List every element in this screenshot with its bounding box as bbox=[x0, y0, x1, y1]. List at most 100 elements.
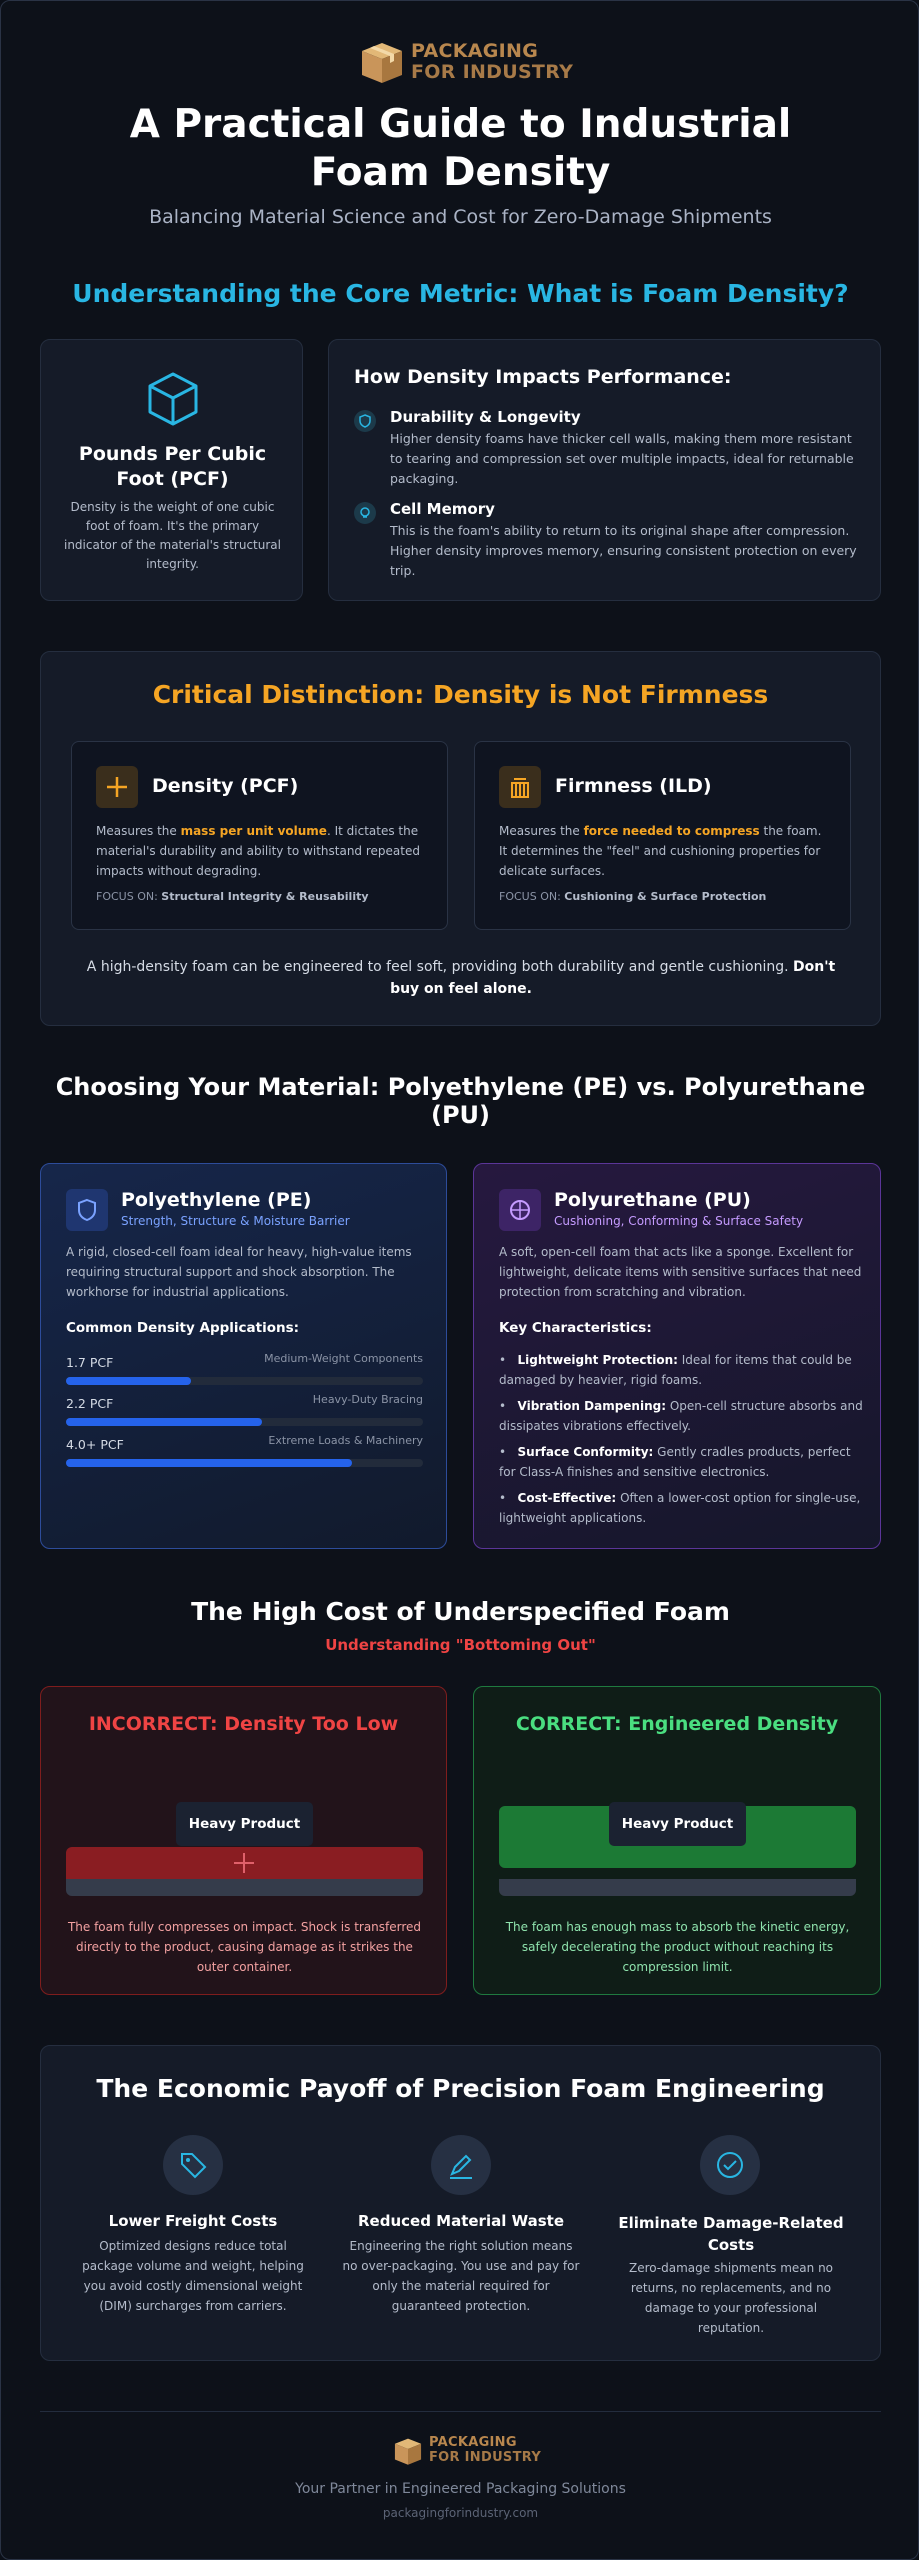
application: 2.2 PCF Heavy-Duty Bracing bbox=[66, 1393, 423, 1426]
density-bar bbox=[66, 1377, 191, 1385]
application: 4.0+ PCF Extreme Loads & Machinery bbox=[66, 1434, 423, 1467]
section-heading: The Economic Payoff of Precision Foam En… bbox=[96, 2074, 825, 2103]
track bbox=[66, 1377, 423, 1385]
track bbox=[66, 1418, 423, 1426]
card-title: Polyethylene (PE) bbox=[121, 1189, 312, 1211]
list-title: Key Characteristics: bbox=[499, 1320, 652, 1336]
item-title: Cost-Effective: bbox=[517, 1491, 617, 1505]
focus: Structural Integrity & Reusability bbox=[161, 890, 369, 903]
item-text: This is the foam's ability to return to … bbox=[390, 523, 857, 578]
pu-card: Polyurethane (PU) Cushioning, Conforming… bbox=[473, 1163, 881, 1549]
footer-url: packagingforindustry.com bbox=[382, 2506, 539, 2520]
card-text: A soft, open-cell foam that acts like a … bbox=[499, 1245, 862, 1299]
card-icon bbox=[96, 766, 138, 808]
list-item: • Lightweight Protection: Ideal for item… bbox=[499, 1353, 852, 1387]
tag-icon bbox=[163, 2135, 223, 2195]
focus-label: FOCUS ON: bbox=[499, 890, 561, 903]
product-block: Heavy Product bbox=[176, 1802, 313, 1846]
footer-divider bbox=[40, 2411, 881, 2412]
note-bold: Don't buy on feel alone. bbox=[390, 959, 836, 997]
logo-line: PACKAGING bbox=[429, 2435, 517, 2450]
item-text: Open-cell structure absorbs and dissipat… bbox=[499, 1399, 863, 1433]
panel-text: The foam fully compresses on impact. Sho… bbox=[67, 1920, 422, 1974]
list-title: Common Density Applications: bbox=[66, 1320, 300, 1336]
item-text: Optimized designs reduce total package v… bbox=[82, 2239, 304, 2313]
item-text: Engineering the right solution means no … bbox=[342, 2239, 580, 2313]
container-base bbox=[499, 1879, 856, 1896]
item-text: Gently cradles products, perfect for Cla… bbox=[499, 1445, 851, 1479]
page-subtitle: Balancing Material Science and Cost for … bbox=[149, 206, 772, 228]
edit-icon bbox=[431, 2135, 491, 2195]
text: the foam. It determines the "feel" and c… bbox=[499, 824, 822, 878]
impact-icon bbox=[234, 1853, 254, 1873]
list-item: • Cost-Effective: Often a lower-cost opt… bbox=[499, 1491, 861, 1525]
logo-icon bbox=[362, 43, 402, 83]
card-icon bbox=[499, 766, 541, 808]
pe-card: Polyethylene (PE) Strength, Structure & … bbox=[40, 1163, 447, 1549]
card-subtitle: Strength, Structure & Moisture Barrier bbox=[121, 1214, 350, 1228]
card-title: How Density Impacts Performance: bbox=[354, 366, 732, 388]
logo-line: FOR INDUSTRY bbox=[411, 61, 574, 83]
card-text: A rigid, closed-cell foam ideal for heav… bbox=[66, 1245, 412, 1299]
section-heading: Critical Distinction: Density is Not Fir… bbox=[152, 680, 769, 709]
text: Measures the bbox=[96, 824, 181, 838]
density: 4.0+ PCF bbox=[66, 1437, 124, 1452]
highlight: force needed to compress bbox=[583, 824, 760, 838]
payoff-panel: The Economic Payoff of Precision Foam En… bbox=[40, 2045, 881, 2361]
section-heading: The High Cost of Underspecified Foam bbox=[191, 1597, 730, 1626]
item-title: Lightweight Protection: bbox=[517, 1353, 678, 1367]
card-icon bbox=[499, 1189, 541, 1231]
note: A high-density foam can be engineered to… bbox=[86, 959, 789, 975]
card-title: Density (PCF) bbox=[152, 775, 299, 797]
product-block: Heavy Product bbox=[609, 1802, 746, 1846]
density: 1.7 PCF bbox=[66, 1355, 114, 1370]
item-title: Vibration Dampening: bbox=[517, 1399, 667, 1413]
logo-text: PACKAGING FOR INDUSTRY bbox=[429, 2435, 541, 2465]
use: Medium-Weight Components bbox=[264, 1352, 423, 1365]
firmness-card: Firmness (ILD) Measures the force needed… bbox=[474, 741, 851, 930]
density: 2.2 PCF bbox=[66, 1396, 114, 1411]
card-title: Pounds Per Cubic Foot (PCF) bbox=[78, 443, 267, 490]
footer-tagline: Your Partner in Engineered Packaging Sol… bbox=[295, 2481, 626, 2497]
logo-line: FOR INDUSTRY bbox=[429, 2450, 542, 2465]
text: . It dictates the material's durability … bbox=[96, 824, 420, 878]
page-title: A Practical Guide to Industrial Foam Den… bbox=[129, 102, 792, 195]
item-title: Durability & Longevity bbox=[390, 408, 581, 426]
text: Measures the bbox=[499, 824, 584, 838]
panel-text: The foam has enough mass to absorb the k… bbox=[505, 1920, 850, 1974]
card-title: Firmness (ILD) bbox=[555, 775, 712, 797]
performance-card: How Density Impacts Performance: Durabil… bbox=[328, 339, 881, 601]
item-title: Reduced Material Waste bbox=[358, 2212, 564, 2230]
focus-label: FOCUS ON: bbox=[96, 890, 158, 903]
item-text: Ideal for items that could be damaged by… bbox=[499, 1353, 852, 1387]
item-icon bbox=[354, 502, 376, 524]
density-card: Density (PCF) Measures the mass per unit… bbox=[71, 741, 448, 930]
card-subtitle: Cushioning, Conforming & Surface Safety bbox=[554, 1214, 804, 1228]
foam-compressed bbox=[66, 1847, 423, 1879]
use: Heavy-Duty Bracing bbox=[312, 1393, 423, 1406]
incorrect-panel: INCORRECT: Density Too Low Heavy Product… bbox=[40, 1686, 447, 1995]
item-icon bbox=[354, 410, 376, 432]
density-bar bbox=[66, 1418, 263, 1426]
item-title: Eliminate Damage-Related Costs bbox=[618, 2214, 844, 2254]
logo-icon bbox=[394, 2438, 422, 2465]
card-text: Density is the weight of one cubic foot … bbox=[63, 500, 281, 571]
panel-title: CORRECT: Engineered Density bbox=[515, 1713, 839, 1735]
item-text: Zero-damage shipments mean no returns, n… bbox=[628, 2261, 834, 2335]
focus: Cushioning & Surface Protection bbox=[564, 890, 767, 903]
card-title: Polyurethane (PU) bbox=[554, 1189, 751, 1211]
container-base bbox=[66, 1879, 423, 1896]
section-heading: Understanding the Core Metric: What is F… bbox=[72, 279, 849, 308]
section-subheading: Understanding "Bottoming Out" bbox=[325, 1636, 596, 1654]
pcf-card: Pounds Per Cubic Foot (PCF) Density is t… bbox=[40, 339, 303, 601]
card-icon bbox=[66, 1189, 108, 1231]
density-bar bbox=[66, 1459, 352, 1467]
item-title: Cell Memory bbox=[390, 500, 495, 518]
panel-title: INCORRECT: Density Too Low bbox=[88, 1713, 399, 1735]
item-text: Often a lower-cost option for single-use… bbox=[499, 1491, 861, 1525]
track bbox=[66, 1459, 423, 1467]
list-item: • Surface Conformity: Gently cradles pro… bbox=[499, 1445, 851, 1479]
cube-icon bbox=[148, 372, 198, 426]
highlight: mass per unit volume bbox=[180, 824, 327, 838]
